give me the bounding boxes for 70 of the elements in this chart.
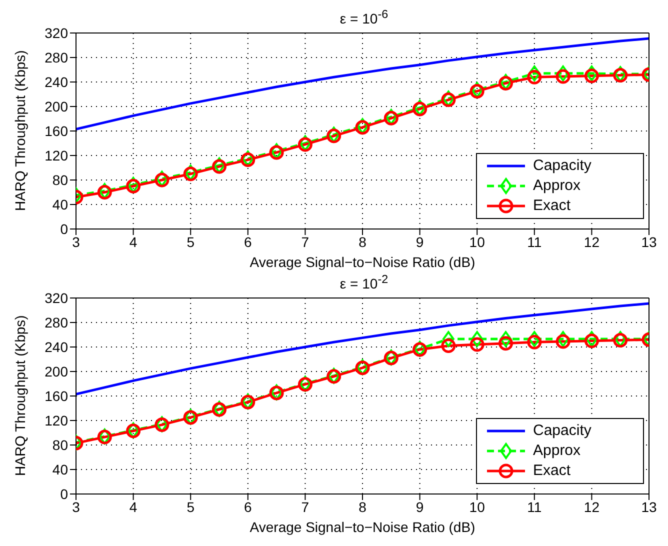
x-tick-label: 11 [527,234,542,250]
x-tick-label: 3 [72,234,80,250]
point [527,70,542,84]
y-tick-label: 0 [60,486,68,502]
point [527,334,542,350]
x-tick-label: 11 [527,498,542,515]
x-tick-label: 10 [469,234,486,250]
x-tick-label: 8 [358,234,367,250]
y-tick-label: 320 [44,24,68,41]
y-axis-title: HARQ Throughput (Kbps) [12,315,28,476]
y-tick-label: 200 [44,363,68,380]
legend-label: Exact [533,461,571,481]
line-series [76,302,649,396]
x-tick-label: 6 [244,234,252,250]
point [528,331,540,348]
x-tick-label: 4 [129,498,138,515]
x-tick-label: 3 [72,498,80,515]
x-tick-label: 4 [129,234,138,250]
legend-label: Approx [533,441,581,461]
y-tick-label: 120 [44,412,68,428]
point [584,68,599,84]
legend-label: Exact [533,196,571,216]
point [557,65,570,82]
point [586,65,598,82]
point [471,331,484,348]
point [498,336,513,351]
x-tick-label: 13 [641,234,657,250]
y-tick-label: 240 [44,74,68,90]
point [556,69,570,84]
y-tick-label: 80 [52,172,68,188]
x-tick-label: 5 [186,498,195,515]
x-tick-label: 7 [301,498,310,515]
x-tick-label: 6 [244,498,252,515]
x-tick-label: 12 [584,498,600,515]
x-tick-label: 13 [641,498,657,515]
chart-title: ε = 10$^{-2}$ [338,273,390,292]
point [557,331,570,348]
x-tick-label: 9 [416,498,424,515]
legend-label: Approx [533,176,581,196]
x-tick-label: 10 [469,498,486,515]
y-axis-title: HARQ Throughput (Kbps) [12,50,28,211]
y-tick-label: 200 [44,98,68,114]
point [528,65,540,82]
y-tick-label: 160 [44,122,68,139]
line-series [76,37,649,130]
y-tick-label: 0 [60,220,68,237]
y-tick-label: 80 [52,436,68,453]
chart-title: ε = 10$^{-6}$ [338,8,390,27]
legend-label: Capacity [533,156,592,176]
x-axis-title: Average Signal−to−Noise Ratio (dB) [250,254,476,270]
y-tick-label: 40 [52,196,68,212]
y-tick-label: 240 [44,338,68,355]
x-tick-label: 5 [186,234,195,250]
y-tick-label: 280 [44,314,68,330]
y-tick-label: 120 [44,147,68,164]
x-tick-label: 8 [358,498,367,515]
point [470,337,484,352]
x-tick-label: 7 [301,234,310,250]
y-tick-label: 40 [52,461,68,478]
x-tick-label: 12 [584,234,600,250]
point [500,331,512,348]
y-tick-label: 160 [44,388,68,404]
x-tick-label: 9 [416,234,424,250]
point [556,334,570,349]
y-tick-label: 280 [44,49,68,66]
point [442,331,454,348]
x-axis-title: Average Signal−to−Noise Ratio (dB) [250,519,476,535]
y-tick-label: 320 [44,290,68,306]
legend-label: Capacity [533,421,592,441]
point [441,338,456,354]
